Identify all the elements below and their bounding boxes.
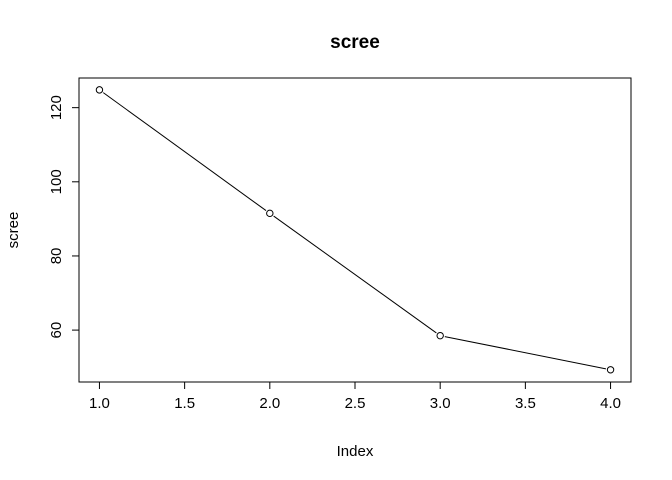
- y-tick-label: 100: [48, 169, 65, 194]
- y-tick-label: 80: [48, 248, 65, 265]
- data-point: [95, 86, 104, 94]
- x-tick-label: 1.0: [89, 395, 110, 412]
- y-axis: 60 80 100 120: [48, 95, 80, 339]
- x-tick-label: 1.5: [174, 395, 195, 412]
- data-point: [436, 331, 444, 340]
- y-tick-label: 120: [48, 95, 65, 120]
- x-tick-label: 2.5: [345, 395, 366, 412]
- y-axis-label: scree: [5, 212, 22, 249]
- y-tick-label: 60: [48, 322, 65, 339]
- x-tick-label: 2.0: [259, 395, 280, 412]
- series-line-segment: [444, 336, 607, 370]
- data-point: [606, 366, 615, 374]
- series-line-segment: [102, 92, 267, 211]
- series-group: [95, 86, 615, 374]
- x-tick-label: 3.0: [430, 395, 451, 412]
- x-axis-label: Index: [337, 443, 374, 460]
- data-point: [266, 209, 274, 218]
- series-line-segment: [273, 215, 437, 334]
- chart-title: scree: [330, 32, 380, 53]
- x-tick-label: 4.0: [600, 395, 621, 412]
- x-tick-label: 3.5: [515, 395, 536, 412]
- x-axis: 1.0 1.5 2.0 2.5 3.0 3.5 4.0: [89, 381, 621, 412]
- plot-frame: [78, 77, 632, 383]
